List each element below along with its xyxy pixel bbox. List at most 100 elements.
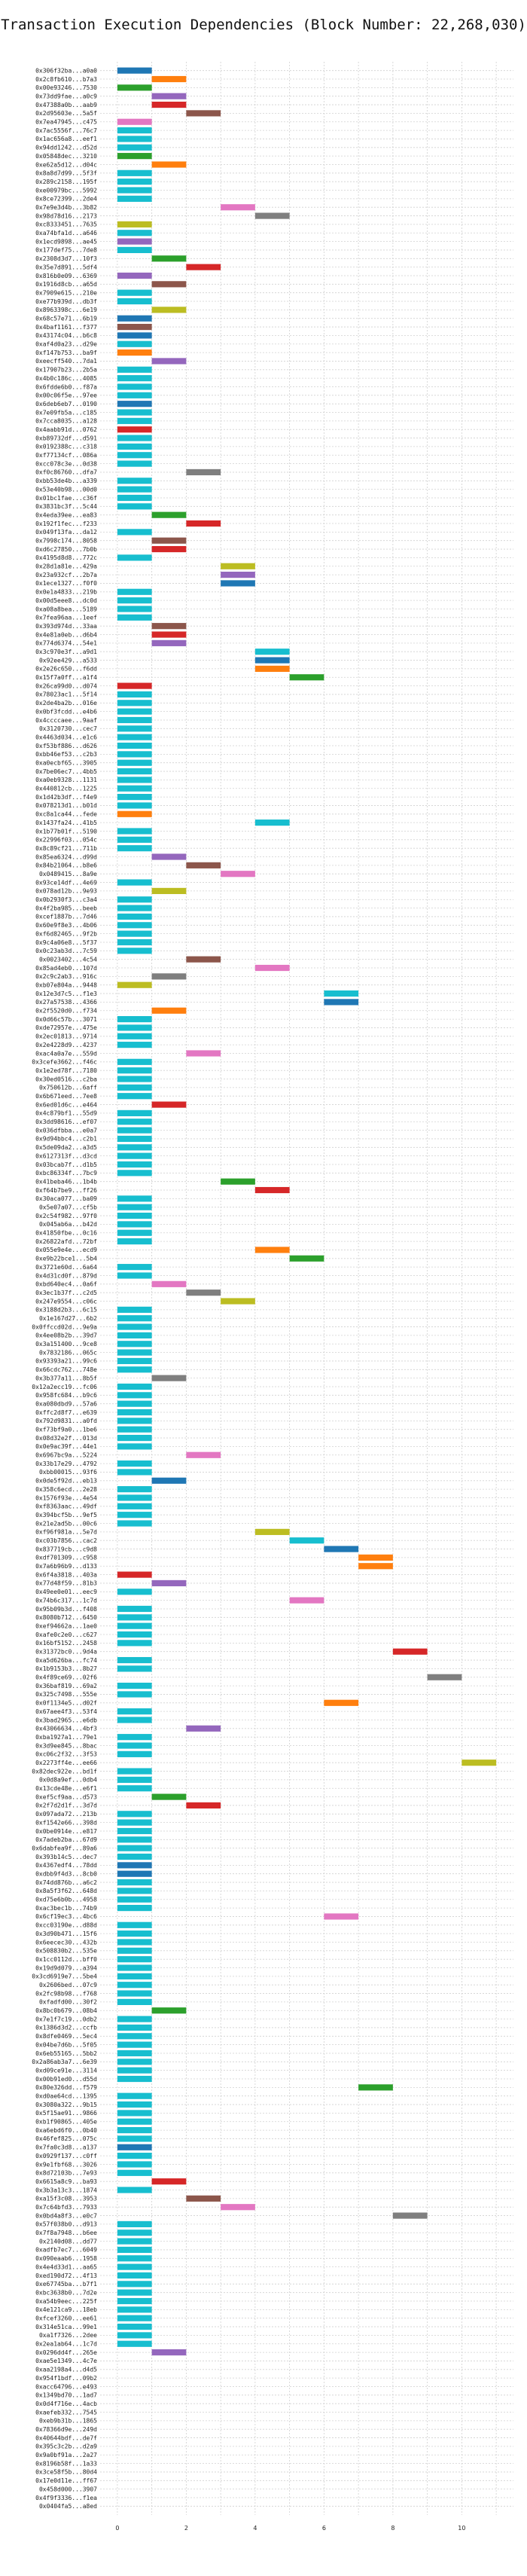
tx-hash-label: 0x1b9153b3...8b27 (35, 1665, 97, 1672)
tx-hash-label: 0x792d9831...a0fd (35, 1418, 97, 1424)
execution-bar (117, 2246, 152, 2254)
tx-hash-label: 0xf0c86760...dfa7 (35, 469, 97, 476)
tx-hash-label: 0x1ece1327...f0f0 (35, 580, 97, 587)
tx-hash-label: 0xb1f90865...405e (35, 2119, 97, 2126)
tx-hash-label: 0x6f4a3818...403a (35, 1571, 97, 1578)
execution-bar (117, 1571, 152, 1578)
tx-hash-label: 0x1e167d27...6b2 (39, 1315, 97, 1322)
execution-bar (117, 1811, 152, 1818)
execution-bar (117, 1486, 152, 1493)
execution-bar (117, 2110, 152, 2117)
tx-hash-label: 0x078ad12b...9e93 (35, 888, 97, 895)
tx-hash-label: 0xef94662a...1ae0 (35, 1622, 97, 1629)
execution-bar (117, 1315, 152, 1322)
tx-hash-label: 0xf77134cf...086a (35, 452, 97, 459)
tx-hash-label: 0x98d78d16...2173 (35, 212, 97, 219)
execution-bar (117, 289, 152, 296)
execution-bar (254, 964, 290, 972)
tx-hash-label: 0x47388a0b...aab9 (35, 102, 97, 108)
tx-hash-label: 0x393b14c5...dec7 (35, 1854, 97, 1860)
execution-bar (117, 2092, 152, 2099)
execution-bar (151, 1793, 187, 1800)
tx-hash-label: 0x2273ff4e...ee66 (35, 1760, 97, 1766)
tx-hash-label: 0xacc64796...e493 (35, 2383, 97, 2390)
execution-bar (254, 665, 290, 672)
tx-hash-label: 0xba1927a1...79e1 (35, 1734, 97, 1741)
tx-hash-label: 0xbb46ef53...c2b3 (35, 751, 97, 758)
execution-bar (117, 2153, 152, 2159)
tx-hash-label: 0x53e40b98...00d0 (35, 486, 97, 493)
execution-bar (117, 1238, 152, 1245)
tx-hash-label: 0xed190d72...4f13 (35, 2272, 97, 2279)
execution-bar (221, 2204, 255, 2211)
tx-hash-label: 0x04be7d6b...5f05 (35, 2041, 97, 2048)
execution-bar (117, 1776, 152, 1783)
execution-bar (117, 2161, 152, 2168)
execution-bar (254, 1528, 290, 1535)
execution-bar (117, 1888, 152, 1894)
execution-bar (117, 682, 152, 689)
execution-bar (117, 401, 152, 407)
tx-hash-label: 0xfadfd00...30f2 (39, 1999, 97, 2006)
execution-bar (117, 298, 152, 305)
tx-hash-label: 0x78023ac1...5f14 (35, 691, 97, 698)
execution-bar (117, 1016, 152, 1023)
execution-bar (117, 2169, 152, 2176)
tx-hash-label: 0xf147b753...ba9f (35, 349, 97, 356)
execution-bar (117, 2340, 152, 2347)
tx-hash-label: 0x440812cb...1225 (35, 786, 97, 792)
tx-hash-label: 0xd0ae64cd...1395 (35, 2093, 97, 2100)
execution-bar (151, 623, 187, 630)
tx-hash-label: 0xf1542e66...398d (35, 1819, 97, 1826)
tx-hash-label: 0x0296dd4f...265e (35, 2349, 97, 2356)
execution-bar (117, 1683, 152, 1689)
tx-hash-label: 0xf96f981a...5e7d (35, 1529, 97, 1536)
tx-hash-label: 0xdbb9f4d3...8cb0 (35, 1871, 97, 1878)
tx-hash-label: 0x4e81a0eb...d6b4 (35, 631, 97, 638)
tx-hash-label: 0xf8363aac...49df (35, 1503, 97, 1510)
tx-hash-label: 0x36baf819...69a2 (35, 1683, 97, 1689)
execution-bar (324, 990, 359, 997)
execution-bar (117, 700, 152, 707)
tx-hash-label: 0x8080b712...6450 (35, 1614, 97, 1621)
tx-hash-label: 0x6ed01d6c...e464 (35, 1101, 97, 1108)
tx-hash-label: 0x12e3d7c5...f1e3 (35, 990, 97, 997)
execution-bar (117, 1717, 152, 1723)
execution-bar (117, 2118, 152, 2125)
execution-bar (117, 2101, 152, 2108)
execution-bar (117, 597, 152, 604)
execution-bar (117, 2041, 152, 2048)
execution-bar (117, 1622, 152, 1629)
tx-hash-label: 0xae5e1349...4c7e (35, 2358, 97, 2364)
execution-bar (117, 1845, 152, 1851)
execution-bar (117, 1306, 152, 1313)
tx-hash-label: 0xe62a5d12...d04c (35, 161, 97, 168)
tx-hash-label: 0xac3bec1b...74b9 (35, 1905, 97, 1912)
execution-bar (117, 1631, 152, 1638)
tx-hash-label: 0xa6ebd6f0...0b40 (35, 2127, 97, 2134)
execution-bar (117, 930, 152, 937)
x-tick-label: 0 (115, 2525, 119, 2532)
execution-bar (186, 1050, 221, 1057)
execution-bar (117, 896, 152, 903)
tx-hash-label: 0xcc078c3e...0d38 (35, 460, 97, 467)
execution-bar (117, 1067, 152, 1074)
tx-hash-label: 0x3080a322...9b15 (35, 2101, 97, 2108)
execution-bar (117, 913, 152, 920)
tx-hash-label: 0xe77b939d...db3f (35, 298, 97, 305)
tx-hash-label: 0xa15f3c08...3953 (35, 2196, 97, 2202)
tx-hash-label: 0x2f7d2d1f...3d7d (35, 1802, 97, 1809)
execution-bar (117, 443, 152, 450)
execution-bar (117, 1426, 152, 1433)
tx-hash-label: 0x78366d9e...249d (35, 2426, 97, 2433)
execution-bar (117, 1366, 152, 1373)
execution-bar (117, 1614, 152, 1621)
execution-bar (117, 478, 152, 484)
tx-hash-label: 0x6cf19ec3...4bc6 (35, 1913, 97, 1920)
tx-hash-label: 0x1ac656a8...eef1 (35, 136, 97, 142)
tx-hash-label: 0x74dd876b...a6c2 (35, 1879, 97, 1886)
execution-bar (151, 255, 187, 262)
tx-hash-label: 0x1576f93e...4e54 (35, 1494, 97, 1501)
tx-hash-label: 0x15f7a0ff...a1f4 (35, 674, 97, 681)
execution-bar (117, 366, 152, 373)
